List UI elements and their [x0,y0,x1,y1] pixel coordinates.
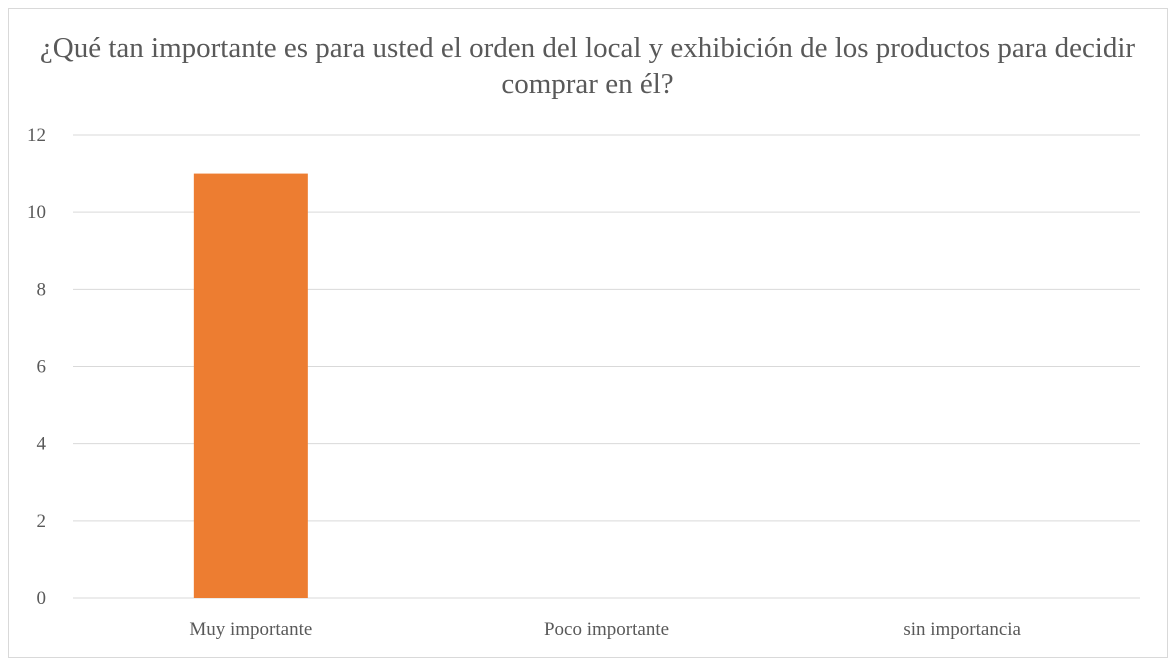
x-category-label-2: sin importancia [903,619,1021,640]
y-tick-label-10: 10 [27,202,46,223]
y-tick-label-0: 0 [37,588,47,609]
y-tick-label-4: 4 [37,434,47,455]
x-axis-labels: Muy importante Poco importante sin importa… [189,619,1021,640]
y-tick-label-6: 6 [37,357,47,378]
x-category-label-1: Poco importante [544,619,669,640]
x-category-label-0: Muy importante [189,619,312,640]
y-tick-label-12: 12 [27,125,46,146]
chart-title: ¿Qué tan importante es para usted el ord… [39,32,1136,100]
y-tick-label-8: 8 [37,279,47,300]
bar-0 [193,173,308,599]
y-tick-label-2: 2 [37,511,47,532]
bars [193,173,308,599]
y-axis-ticks: 0 2 4 6 8 10 12 [27,125,47,609]
